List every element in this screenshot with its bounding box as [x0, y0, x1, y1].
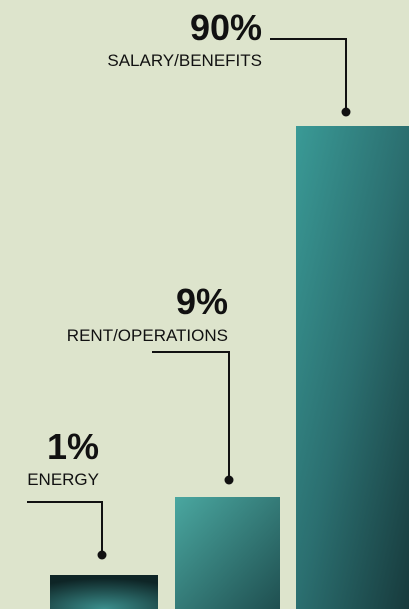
percent: 90% — [190, 7, 262, 48]
category-label: ENERGY — [27, 470, 99, 489]
photo-column — [175, 497, 280, 609]
leader-line — [27, 502, 102, 555]
category-label: RENT/OPERATIONS — [67, 326, 228, 345]
leader-dot — [342, 108, 351, 117]
page: {"items": [ {"value_label": "90%", "labe… — [0, 0, 409, 609]
infographic: 90% SALARY/BENEFITS 9% RENT/OPERATIONS 1… — [0, 0, 409, 609]
leader-line — [270, 39, 346, 112]
leader-line — [152, 352, 229, 480]
leader-dot — [98, 551, 107, 560]
leader-dot — [225, 476, 234, 485]
photo-column — [50, 575, 158, 609]
percent: 9% — [176, 281, 228, 322]
category-label: SALARY/BENEFITS — [107, 51, 262, 70]
photo-column — [296, 126, 409, 609]
percent: 1% — [47, 426, 99, 467]
